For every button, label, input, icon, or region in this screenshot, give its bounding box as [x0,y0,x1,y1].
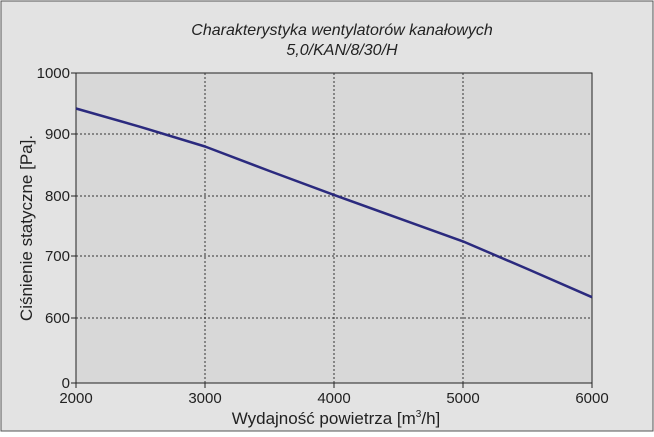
x-axis-label-suffix: /h] [421,409,440,428]
chart-title-line-2: 5,0/KAN/8/30/H [286,42,398,59]
y-axis-ticks: 0 600 700 800 900 1000 [37,65,76,392]
x-tick-label: 4000 [317,390,350,407]
y-tick-label: 1000 [37,65,70,82]
x-tick-label: 2000 [59,390,92,407]
x-tick-label: 6000 [575,390,608,407]
y-tick-label: 800 [45,188,70,205]
y-axis-label: Ciśnienie statyczne [Pa]. [17,135,36,321]
series-line [75,107,593,299]
x-axis-ticks: 2000 3000 4000 5000 6000 [59,383,609,407]
y-tick-label: 700 [45,248,70,265]
y-tick-label: 600 [45,310,70,327]
y-tick-label: 0 [62,375,70,392]
x-axis-label-prefix: Wydajność powietrza [m [232,409,416,428]
x-axis-label-superscript: 3 [416,409,422,420]
y-tick-label: 900 [45,126,70,143]
x-tick-label: 5000 [446,390,479,407]
series-group [75,107,593,299]
chart-title-line-1: Charakterystyka wentylatorów kanałowych [191,22,493,39]
x-axis-label: Wydajność powietrza [m3/h] [232,409,441,428]
plot-area [75,72,593,384]
x-tick-label: 3000 [188,390,221,407]
